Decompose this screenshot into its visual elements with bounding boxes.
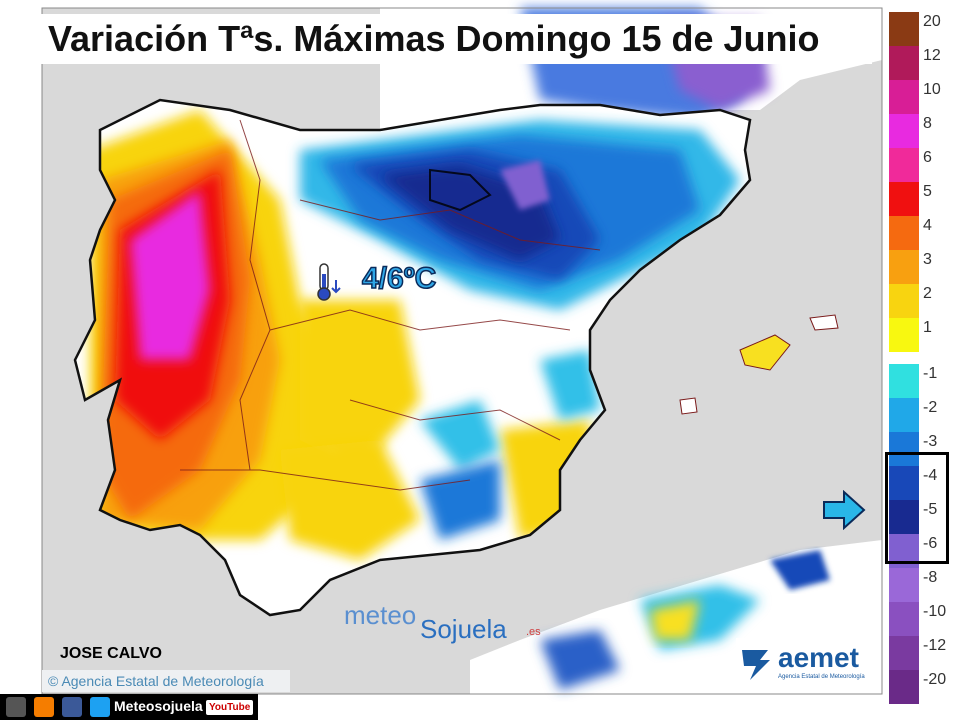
legend-label: 20 [923, 13, 941, 30]
legend-swatch [889, 182, 919, 216]
aemet-name: aemet [778, 642, 859, 673]
legend-label: -10 [923, 603, 947, 620]
blogger-icon[interactable] [34, 697, 54, 717]
legend-swatch [889, 670, 919, 704]
legend-label: -2 [923, 399, 938, 416]
legend-label: -6 [923, 535, 938, 552]
legend-swatch [889, 250, 919, 284]
legend-swatch [889, 364, 919, 398]
legend-label: 5 [923, 183, 932, 200]
author-credit: JOSE CALVO [60, 645, 162, 662]
legend-label: -4 [923, 467, 938, 484]
legend-label: -3 [923, 433, 938, 450]
legend-swatch [889, 284, 919, 318]
legend-swatch [889, 148, 919, 182]
legend-label: 2 [923, 285, 932, 302]
agency-credit: © Agencia Estatal de Meteorología [42, 670, 290, 692]
watermark-suffix: .es [526, 626, 541, 638]
legend-swatch [889, 602, 919, 636]
legend-swatch [889, 46, 919, 80]
legend-label: 10 [923, 81, 941, 98]
aemet-subtitle: Agencia Estatal de Meteorología [778, 674, 865, 680]
arrow-right-icon [823, 490, 866, 530]
legend-swatch [889, 432, 919, 466]
legend-swatch [889, 568, 919, 602]
legend-swatch [889, 80, 919, 114]
facebook-icon[interactable] [62, 697, 82, 717]
aemet-emblem-icon [742, 650, 770, 680]
highlight-value: 4/6ºC [361, 261, 437, 296]
legend-swatch [889, 318, 919, 352]
legend-label: -1 [923, 365, 938, 382]
legend-swatch [889, 216, 919, 250]
legend-swatch [889, 636, 919, 670]
legend-label: 6 [923, 149, 932, 166]
legend-label: 12 [923, 47, 941, 64]
legend-label: 3 [923, 251, 932, 268]
color-legend: 20 12 10 8 6 5 4 3 2 1 -1 -2 -3 -4 -5 -6 -8 -10 -12 -20 [889, 12, 946, 704]
social-bar: Meteosojuela YouTube [0, 694, 258, 720]
map-title: Variación Tªs. Máximas Domingo 15 de Jun… [40, 14, 872, 64]
legend-swatch [889, 398, 919, 432]
legend-label: -5 [923, 501, 938, 518]
aemet-logo: aemet Agencia Estatal de Meteorología [736, 638, 876, 690]
twitter-icon[interactable] [90, 697, 110, 717]
legend-label: 1 [923, 319, 932, 336]
legend-label: -12 [923, 637, 947, 654]
social-label: Meteosojuela [114, 698, 203, 714]
legend-swatch [889, 466, 919, 500]
watermark-meteo: meteo [344, 600, 417, 630]
legend-label: 8 [923, 115, 932, 132]
legend-swatch [889, 12, 919, 46]
legend-label: -20 [923, 671, 947, 688]
agency-credit-text: Agencia Estatal de Meteorología [61, 673, 264, 689]
legend-highlight-box [885, 452, 949, 564]
legend-label: 4 [923, 217, 932, 234]
legend-label: -8 [923, 569, 938, 586]
legend-swatch [889, 114, 919, 148]
thermometer-icon [317, 263, 341, 301]
youtube-icon[interactable]: YouTube [206, 700, 254, 715]
legend-swatch [889, 500, 919, 534]
watermark-sojuela: Sojuela [420, 614, 507, 644]
instagram-icon[interactable] [6, 697, 26, 717]
